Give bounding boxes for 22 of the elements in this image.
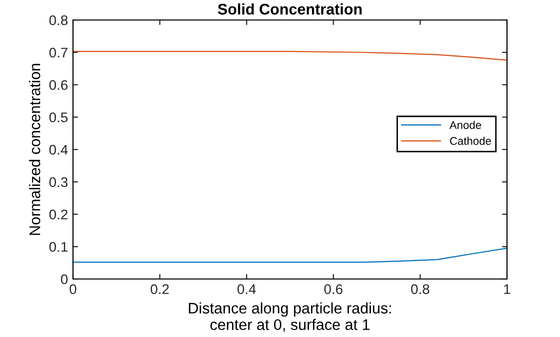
y-tick-label: 0.1 (49, 242, 68, 252)
x-tick-label: 0.2 (150, 284, 169, 294)
legend-label: Anode (449, 120, 482, 129)
x-tick-label: 0.6 (324, 284, 342, 294)
line-series (73, 248, 507, 263)
y-tick-label: 0.4 (49, 144, 68, 155)
y-tick-label: 0 (60, 274, 68, 284)
y-tick-label: 0.2 (49, 210, 68, 220)
x-tick-label: 0.8 (411, 284, 430, 294)
y-tick-label: 0.7 (49, 48, 68, 58)
y-tick-label: 0.8 (49, 15, 68, 26)
legend-label: Cathode (450, 136, 491, 145)
x-tick-label: 1 (504, 284, 510, 294)
x-axis-title: Distance along particle radius: center at 0, surface at 1 (188, 302, 391, 332)
x-tick-label: 0 (70, 284, 76, 294)
line-series (73, 50, 507, 61)
x-tick-label: 0.4 (237, 284, 256, 294)
y-tick-label: 0.6 (49, 80, 68, 90)
y-tick-label: 0.3 (49, 177, 68, 188)
y-axis-title: Normalized concentration (29, 64, 40, 235)
y-tick-label: 0.5 (49, 112, 68, 122)
chart-title: Solid Concentration (218, 3, 362, 15)
